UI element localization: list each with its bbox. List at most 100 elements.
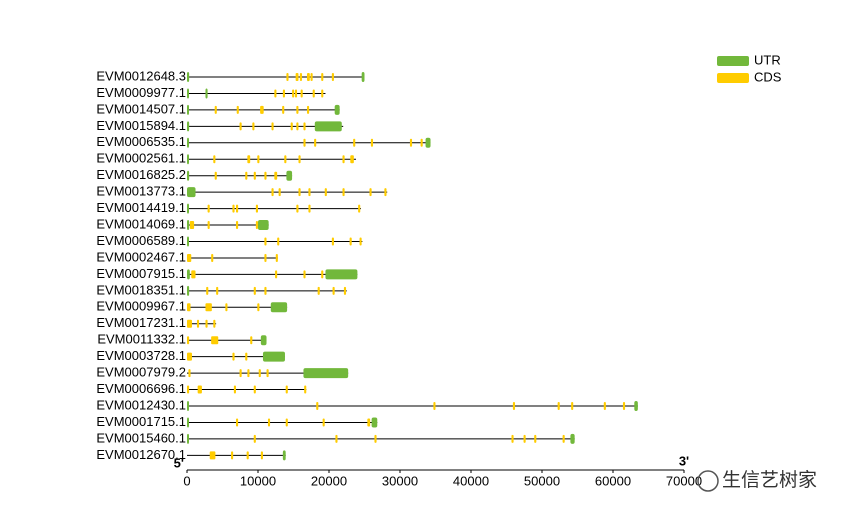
utr [270,302,288,313]
five-prime: 5' [174,455,184,470]
cds [187,336,190,345]
cds [299,73,303,81]
cds [285,385,288,394]
utr [570,433,575,444]
cds [292,89,295,98]
cds [255,221,258,230]
cds [384,188,387,197]
x-tick-label: 20000 [311,473,347,488]
cds [275,270,278,279]
cds [214,105,217,114]
cds [239,369,242,378]
x-tick-label: 40000 [453,473,489,488]
cds [253,171,256,180]
watermark-icon [697,470,719,492]
cds [257,155,260,164]
x-tick-label: 70000 [666,473,702,488]
cds [335,434,338,443]
cds [275,253,278,262]
gene-label: EVM0016825.2 [96,167,186,182]
gene-label: EVM0017231.1 [96,315,186,330]
utr [187,154,189,165]
cds [187,303,191,312]
cds [213,319,216,328]
cds [213,155,216,164]
cds [247,369,250,378]
utr [187,433,189,444]
cds [252,122,255,131]
cds [236,105,239,114]
gene-label: EVM0015894.1 [96,118,186,133]
utr [187,220,190,231]
cds [285,418,288,427]
cds [260,451,263,460]
cds [350,155,354,164]
cds [316,402,319,410]
cds [274,171,278,180]
cds [332,286,335,295]
cds [189,221,195,230]
cds [253,434,256,443]
utr [314,121,342,132]
cds [258,369,261,378]
cds [312,89,315,98]
watermark: 生信艺树家 [697,469,817,492]
cds [342,155,345,164]
gene-label: EVM0001715.1 [96,414,186,429]
cds [196,319,200,328]
utr [187,401,189,411]
utr [371,417,378,428]
cds [534,434,537,443]
cds [342,188,345,197]
cds [209,451,216,460]
cds [233,385,236,394]
gene-label: EVM0013773.1 [96,184,186,199]
cds [264,237,267,246]
gene-label: EVM0006589.1 [96,233,186,248]
cds [353,138,356,147]
cds [308,188,311,197]
cds [253,286,256,295]
cds [278,188,281,197]
utr [187,104,189,115]
cds [322,418,325,427]
gene-label: EVM0006535.1 [96,134,186,149]
cds [253,385,256,394]
utr [187,72,190,82]
gene-label: EVM0002561.1 [96,151,186,166]
cds [286,73,289,81]
cds [211,253,214,262]
utr [361,72,365,82]
cds [369,188,372,197]
cds [205,303,212,312]
gene-label: EVM0007979.2 [96,365,186,380]
cds [187,319,192,328]
gene-label: EVM0012430.1 [96,397,186,412]
cds [303,138,306,147]
cds [266,369,269,378]
utr [282,450,286,461]
cds [206,286,209,295]
cds [188,369,191,378]
cds [324,188,327,197]
cds [367,418,371,427]
cds [235,221,239,230]
cds [359,237,362,246]
legend-cds-label: CDS [754,69,782,84]
cds [306,105,310,114]
cds [267,418,271,427]
cds [187,253,192,262]
gene-label: EVM0011332.1 [97,332,186,347]
gene-label: EVM0003728.1 [96,348,186,363]
cds [250,336,253,345]
x-tick-label: 10000 [240,473,276,488]
gene-label: EVM0009977.1 [96,85,186,100]
cds [271,188,274,197]
cds [523,434,526,443]
utr [187,170,190,181]
cds [321,89,324,98]
utr [187,285,190,296]
gene-label: EVM0015460.1 [96,430,186,445]
cds [214,171,217,180]
